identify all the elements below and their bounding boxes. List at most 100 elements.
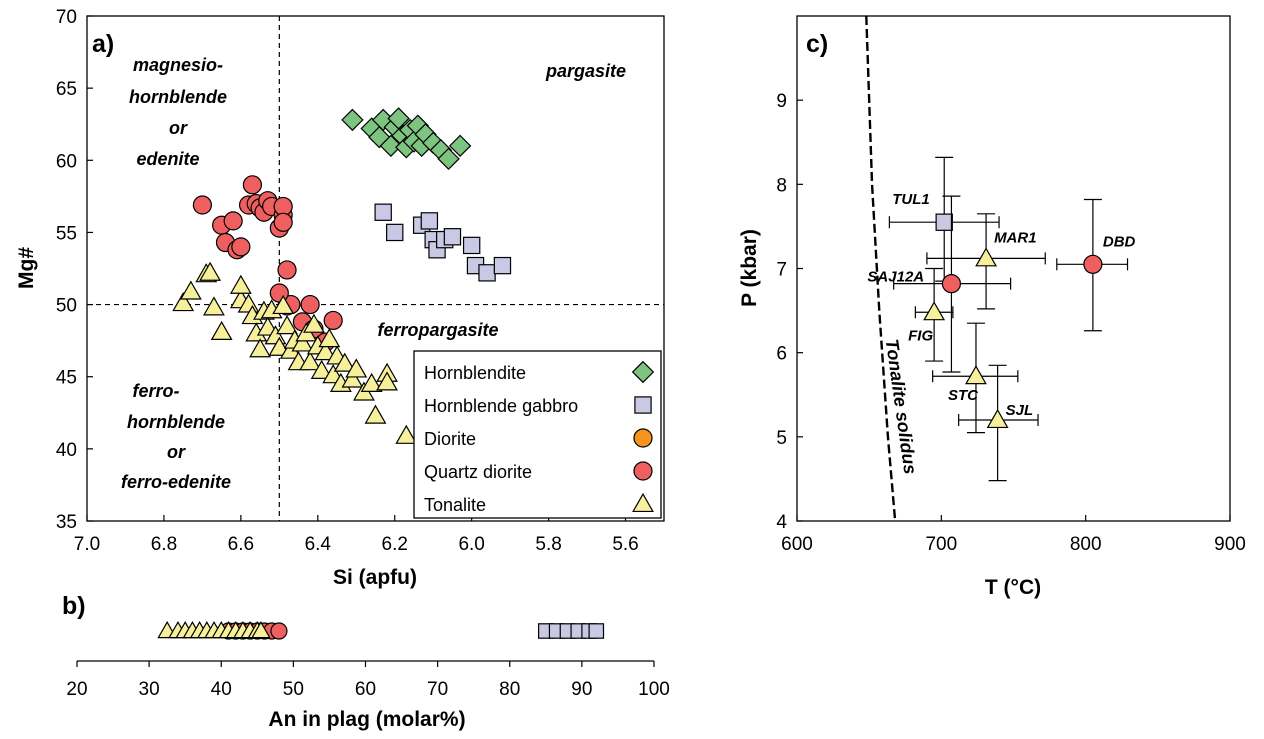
data-point bbox=[310, 359, 333, 379]
legend-box bbox=[413, 350, 662, 519]
data-point bbox=[229, 274, 252, 294]
data-point bbox=[192, 195, 212, 215]
sample-stc: STC bbox=[932, 322, 1019, 434]
data-point bbox=[291, 332, 314, 352]
sample-marker bbox=[935, 213, 953, 231]
b-x-tick-label: 40 bbox=[211, 679, 232, 700]
series-tonalite bbox=[172, 261, 418, 444]
b-x-tick-label: 80 bbox=[499, 679, 520, 700]
field-label-line: or bbox=[167, 442, 186, 462]
panel-b: b) 20 30 40 50 60 70 80 90 100 An in plag (molar… bbox=[62, 592, 670, 731]
field-label-line: hornblende bbox=[127, 412, 225, 432]
c-y-tick-label: 8 bbox=[776, 175, 787, 196]
legend-symbol bbox=[633, 461, 653, 481]
b-x-tick-label: 100 bbox=[638, 679, 670, 700]
sample-label: SAJ12A bbox=[867, 269, 924, 286]
y-tick-label: 70 bbox=[56, 7, 77, 28]
sample-fig: FIG bbox=[908, 267, 954, 362]
data-point bbox=[172, 292, 195, 312]
panel-b-label: b) bbox=[62, 592, 86, 620]
y-tick-label: 60 bbox=[56, 151, 77, 172]
data-point bbox=[420, 212, 439, 230]
c-y-tick-label: 9 bbox=[776, 91, 787, 112]
data-point bbox=[341, 368, 364, 388]
sample-label: FIG bbox=[908, 327, 933, 344]
sample-tul1: TUL1 bbox=[888, 156, 1000, 282]
data-point bbox=[203, 296, 225, 316]
data-point bbox=[231, 237, 251, 257]
panel-a: 7.0 6.8 6.6 6.4 6.2 6.0 5.8 5.6 35 40 45 50 55 60 65 70… bbox=[15, 7, 665, 589]
sample-marker bbox=[975, 247, 998, 267]
data-point bbox=[345, 358, 368, 378]
data-point bbox=[179, 280, 202, 300]
y-tick-label: 40 bbox=[56, 440, 77, 461]
b-data-point bbox=[270, 622, 288, 640]
c-y-tick-label: 6 bbox=[776, 344, 787, 365]
data-point bbox=[493, 256, 512, 275]
x-tick-label: 6.0 bbox=[458, 534, 484, 555]
data-point bbox=[333, 352, 356, 372]
panel-b-xlabel: An in plag (molar%) bbox=[268, 708, 465, 731]
x-tick-label: 7.0 bbox=[74, 534, 100, 555]
data-point bbox=[268, 336, 291, 356]
data-point bbox=[299, 351, 322, 371]
data-point bbox=[272, 294, 295, 315]
sample-sjl: SJL bbox=[958, 364, 1039, 482]
data-point bbox=[360, 372, 383, 392]
data-point bbox=[318, 328, 341, 348]
data-point bbox=[323, 310, 343, 331]
b-x-tick-label: 70 bbox=[427, 679, 448, 700]
field-label-pargasite: pargasite bbox=[545, 61, 626, 81]
panel-c-xlabel: T (°C) bbox=[985, 576, 1041, 599]
sample-label: TUL1 bbox=[892, 191, 930, 208]
sample-label: SJL bbox=[1006, 402, 1034, 419]
y-tick-label: 55 bbox=[56, 223, 77, 244]
b-x-tick-label: 30 bbox=[139, 679, 160, 700]
data-point bbox=[276, 315, 298, 335]
field-label-line: or bbox=[169, 118, 188, 138]
field-label-ferropargasite: ferropargasite bbox=[377, 320, 498, 340]
sample-label: DBD bbox=[1103, 233, 1136, 250]
x-tick-label: 6.8 bbox=[151, 534, 177, 555]
field-label-line: ferro- bbox=[132, 381, 179, 401]
data-point bbox=[478, 264, 496, 282]
data-point bbox=[379, 134, 403, 158]
field-label-line: magnesio- bbox=[133, 55, 223, 75]
series-hornblendite bbox=[341, 107, 472, 171]
b-series-hornblende-gabbro bbox=[538, 623, 605, 639]
panel-c: 600 700 800 900 4 5 6 7 8 9 c) Tonalite solidus T… bbox=[738, 15, 1246, 599]
data-point bbox=[273, 212, 293, 232]
sample-saj12a: SAJ12A bbox=[867, 195, 1012, 373]
sample-label: STC bbox=[948, 387, 979, 404]
y-tick-label: 45 bbox=[56, 368, 77, 389]
data-point bbox=[249, 338, 272, 358]
data-point bbox=[376, 371, 398, 391]
legend-symbol bbox=[633, 428, 653, 448]
b-x-tick-label: 50 bbox=[283, 679, 304, 700]
y-tick-label: 50 bbox=[56, 296, 77, 317]
data-point bbox=[242, 175, 263, 195]
legend-label: Hornblendite bbox=[424, 363, 526, 383]
b-x-tick-label: 90 bbox=[571, 679, 592, 700]
tonalite-solidus-label: Tonalite solidus bbox=[882, 338, 921, 476]
y-tick-label: 65 bbox=[56, 79, 77, 100]
c-x-tick-label: 600 bbox=[781, 534, 813, 555]
c-x-tick-label: 900 bbox=[1214, 534, 1246, 555]
c-x-tick-label: 700 bbox=[925, 534, 957, 555]
data-point bbox=[448, 134, 472, 158]
sample-marker bbox=[1083, 254, 1103, 274]
data-point bbox=[303, 313, 325, 333]
field-label-line: ferro-edenite bbox=[121, 472, 231, 492]
legend-symbol bbox=[632, 492, 654, 513]
legend: Hornblendite Hornblende gabbro Diorite Quar… bbox=[413, 350, 662, 519]
data-point bbox=[223, 211, 243, 231]
legend-label: Diorite bbox=[424, 429, 476, 449]
sample-marker bbox=[941, 274, 962, 294]
panel-a-frame bbox=[86, 15, 665, 522]
legend-symbol bbox=[631, 360, 655, 384]
legend-label: Quartz diorite bbox=[424, 462, 532, 482]
panel-c-frame bbox=[796, 15, 1231, 522]
data-point bbox=[437, 147, 460, 171]
x-tick-label: 6.6 bbox=[228, 534, 254, 555]
tonalite-solidus-curve bbox=[865, 15, 897, 522]
